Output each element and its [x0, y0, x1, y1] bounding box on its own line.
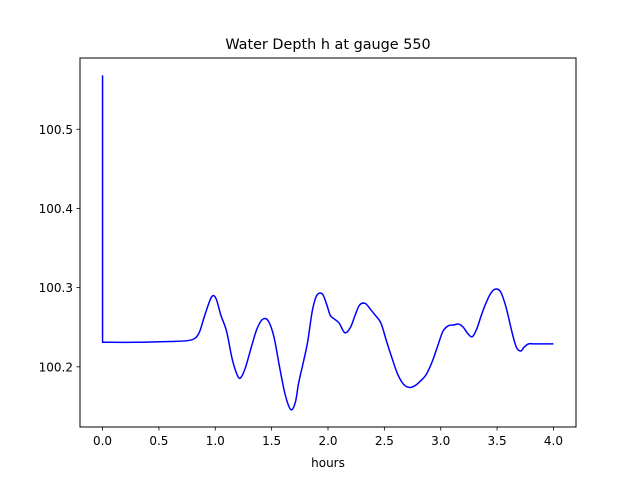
x-tick-label: 0.5 — [149, 434, 168, 448]
x-tick-label: 2.0 — [318, 434, 337, 448]
series-line-0 — [101, 75, 554, 411]
y-axis: 100.2 100.3 100.4 100.5 — [39, 123, 80, 374]
plot-area — [101, 75, 554, 411]
x-tick-label: 2.5 — [375, 434, 394, 448]
chart-title: Water Depth h at gauge 550 — [225, 37, 430, 53]
x-tick-label: 3.5 — [488, 434, 507, 448]
x-tick-label: 3.0 — [431, 434, 450, 448]
x-axis: 0.0 0.5 1.0 1.5 2.0 2.5 3.0 3.5 4.0 — [93, 427, 563, 448]
y-tick-label: 100.5 — [39, 123, 73, 137]
x-tick-label: 1.5 — [262, 434, 281, 448]
y-tick-label: 100.2 — [39, 360, 73, 374]
x-tick-label: 0.0 — [93, 434, 112, 448]
y-tick-label: 100.3 — [39, 281, 73, 295]
y-tick-label: 100.4 — [39, 202, 73, 216]
x-axis-label: hours — [311, 456, 345, 470]
x-tick-label: 4.0 — [544, 434, 563, 448]
x-tick-label: 1.0 — [206, 434, 225, 448]
